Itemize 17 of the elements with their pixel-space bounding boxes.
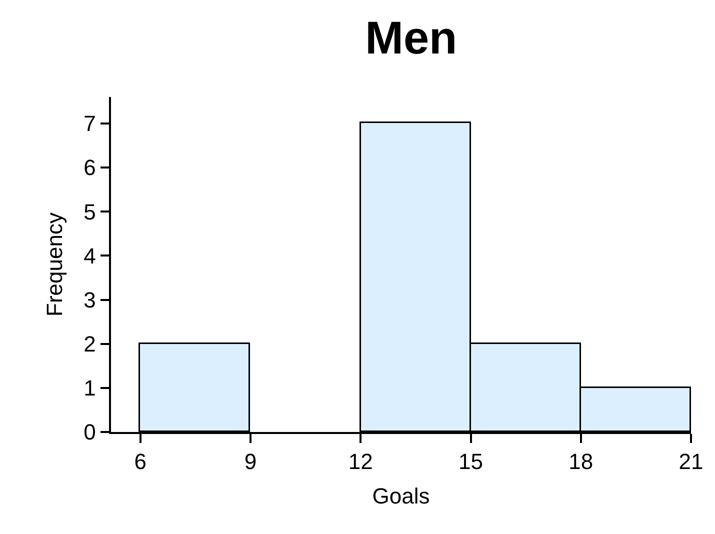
x-tick-label: 21 xyxy=(678,449,704,474)
chart-title: Men xyxy=(365,11,458,64)
y-tick-label: 5 xyxy=(84,199,96,224)
y-tick-label: 6 xyxy=(84,155,96,180)
x-tick-label: 18 xyxy=(568,449,594,474)
y-axis-title: Frequency xyxy=(42,212,67,316)
x-tick-label: 15 xyxy=(458,449,483,474)
y-tick-label: 2 xyxy=(84,332,96,357)
y-tick-label: 0 xyxy=(84,420,96,445)
x-tick-label: 6 xyxy=(134,449,146,474)
x-tick-label: 12 xyxy=(348,449,373,474)
y-tick-label: 3 xyxy=(84,287,96,312)
x-axis-title: Goals xyxy=(372,484,430,509)
y-tick-label: 4 xyxy=(84,243,96,268)
y-tick-label: 7 xyxy=(84,111,96,136)
y-tick-label: 1 xyxy=(84,376,96,401)
x-tick-label: 9 xyxy=(244,449,257,474)
